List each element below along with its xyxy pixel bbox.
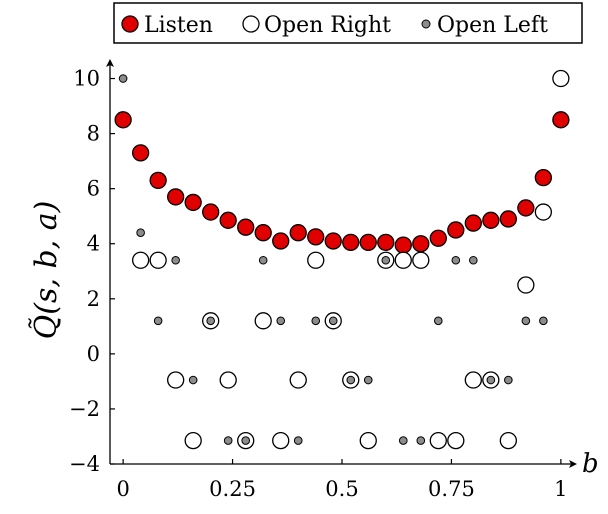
listen-point [359,233,377,252]
open-left-point [363,375,373,385]
open-left-point [136,228,145,238]
open-right-point [429,431,447,450]
open-left-point [206,316,215,326]
y-tick-label: −2 [69,397,100,421]
x-tick-label: 0.75 [428,477,475,501]
listen-point [429,229,447,247]
open-right-series [131,69,570,450]
listen-point [184,193,202,212]
listen-point [464,214,482,232]
listen-point [272,232,290,250]
open-right-point [499,431,517,450]
open-right-point [131,251,150,269]
open-left-point [258,255,268,265]
open-left-point [398,436,408,445]
open-left-point [241,436,250,445]
open-left-point [486,375,496,385]
open-left-point [346,375,356,385]
open-left-point [153,316,163,326]
y-tick-label: 4 [87,232,100,256]
open-right-point [552,69,570,88]
open-left-point [451,255,461,265]
listen-series [114,111,570,254]
listen-point [482,211,500,229]
listen-point [377,233,395,252]
legend-box [113,2,583,44]
open-left-point [293,436,303,445]
listen-point [114,111,132,129]
listen-point [307,228,325,246]
open-right-point [184,431,202,450]
listen-point [167,188,185,206]
legend-label-listen: Listen [144,13,213,38]
y-tick-label: 6 [87,177,100,201]
listen-point [394,236,412,254]
listen-point [517,199,535,217]
open-left-point [416,436,426,445]
open-right-point [167,371,185,389]
open-right-point [149,251,167,269]
listen-point [552,111,570,129]
x-tick-label: 0 [116,477,129,501]
open-left-point [539,316,548,326]
legend-marker-open-right [242,15,260,33]
legend-marker-open-left [421,19,431,29]
listen-point [412,235,430,253]
open-right-point [254,312,272,330]
open-right-point [289,371,307,389]
y-tick-label: −4 [69,452,100,476]
open-right-point [412,251,430,269]
y-tick-label: 2 [87,287,100,311]
listen-point [534,168,553,187]
legend-label-open-right: Open Right [264,13,391,38]
y-tick-label: 0 [87,342,100,366]
open-right-point [464,371,482,389]
open-left-point [328,316,338,326]
listen-point [131,144,150,162]
plot-area [114,69,570,450]
legend-marker-listen [121,15,139,33]
open-left-point [521,316,531,326]
open-left-point [188,375,198,385]
listen-point [149,171,167,190]
listen-point [342,233,360,252]
legend: Listen Open Right Open Left [113,2,583,44]
x-tick-label: 0.5 [325,477,358,501]
listen-point [289,224,307,242]
listen-point [499,210,517,228]
open-right-point [534,203,553,221]
axis-ticks: 0 0.25 0.5 0.75 1 −4 −2 0 2 4 6 8 10 [69,67,568,501]
x-tick-label: 1 [554,477,567,501]
open-right-point [219,371,237,389]
open-left-point [434,316,443,326]
listen-point [324,232,342,250]
open-left-series [118,74,548,445]
listen-point [202,203,220,221]
open-left-point [504,375,513,385]
open-left-point [171,255,180,265]
open-left-point [311,316,321,326]
open-left-point [469,255,478,265]
listen-point [254,224,272,242]
x-tick-label: 0.25 [209,477,256,501]
y-tick-label: 8 [87,122,100,146]
open-left-point [276,316,286,326]
open-left-point [223,436,233,445]
open-right-point [359,431,377,450]
open-right-point [447,431,465,450]
open-right-point [272,431,290,450]
listen-point [447,221,465,239]
listen-point [237,218,255,236]
open-left-point [381,255,391,265]
legend-label-open-left: Open Left [437,13,548,38]
listen-point [219,211,237,229]
open-right-point [307,251,325,269]
open-right-point [517,276,535,294]
x-axis-label: b [582,449,599,479]
y-axis-label: Q̃(s, b, a) [29,201,64,340]
open-left-point [118,74,128,83]
y-tick-label: 10 [73,67,100,91]
open-right-point [394,251,412,269]
